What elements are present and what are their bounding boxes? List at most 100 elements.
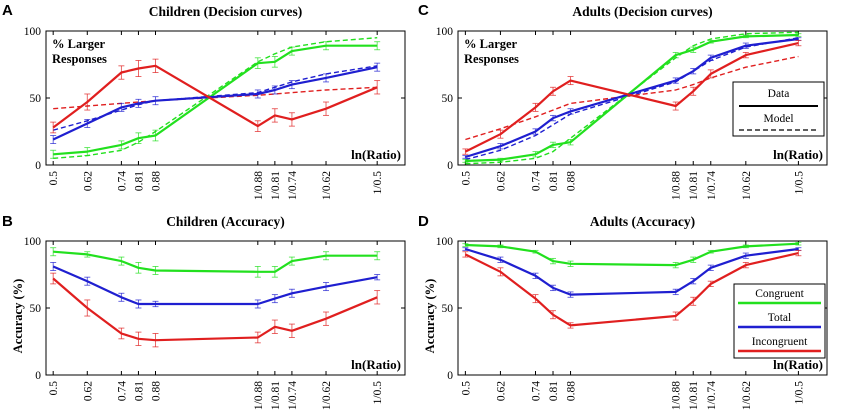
x-axis-label: ln(Ratio) bbox=[773, 357, 823, 372]
x-tick-label: 1/0.81 bbox=[270, 171, 282, 200]
y-axis-label-line: Responses bbox=[464, 52, 519, 66]
x-tick-label: 1/0.88 bbox=[671, 381, 683, 410]
panel-letter: C bbox=[418, 2, 429, 19]
y-axis-label: Accuracy (%) bbox=[11, 279, 25, 354]
y-axis-label-line: Responses bbox=[52, 52, 107, 66]
x-tick-label: 1/0.88 bbox=[253, 381, 265, 410]
legend-label-data: Data bbox=[768, 88, 790, 100]
data-line-incongruent bbox=[464, 42, 799, 153]
x-tick-label: 0.74 bbox=[530, 381, 542, 401]
x-tick-label: 0.88 bbox=[566, 171, 578, 191]
panel-a: A Children (Decision curves) 0 50 100 0.5 0.62… bbox=[2, 2, 406, 200]
panel-title: Adults (Decision curves) bbox=[572, 4, 712, 19]
x-tick-label: 0.5 bbox=[48, 381, 60, 396]
series-incongruent bbox=[50, 272, 381, 348]
data-line-total bbox=[52, 66, 378, 141]
series-incongruent bbox=[50, 58, 381, 134]
x-tick-label: 1/0.81 bbox=[688, 381, 700, 410]
legend: Data Model bbox=[732, 81, 825, 137]
x-tick-label: 0.88 bbox=[150, 381, 162, 401]
x-tick-label: 1/0.5 bbox=[372, 381, 384, 405]
x-tick-label: 1/0.74 bbox=[287, 381, 299, 410]
data-line-congruent bbox=[465, 242, 799, 267]
data-line-incongruent bbox=[464, 252, 799, 327]
x-tick-label: 0.74 bbox=[116, 381, 128, 401]
x-tick-label: 1/0.62 bbox=[741, 381, 753, 410]
x-tick-label: 1/0.5 bbox=[372, 171, 384, 195]
x-tick-label: 0.5 bbox=[460, 381, 472, 396]
y-tick-label: 0 bbox=[447, 370, 453, 382]
panel-letter: B bbox=[2, 213, 13, 230]
x-tick-label: 0.5 bbox=[460, 171, 472, 186]
x-tick-label: 1/0.5 bbox=[793, 381, 805, 405]
legend-label-model: Model bbox=[763, 113, 793, 125]
legend-box bbox=[732, 81, 825, 137]
y-tick-label: 0 bbox=[447, 160, 453, 172]
panel-title: Adults (Accuracy) bbox=[590, 214, 695, 229]
y-tick-label: 50 bbox=[30, 93, 42, 105]
x-tick-label: 1/0.62 bbox=[321, 381, 333, 410]
legend-label-total: Total bbox=[768, 312, 791, 324]
x-tick-label: 0.81 bbox=[133, 171, 145, 191]
x-tick-label: 1/0.62 bbox=[741, 171, 753, 200]
y-tick-label: 100 bbox=[436, 26, 454, 38]
y-tick-label: 100 bbox=[24, 236, 42, 248]
x-axis-label: ln(Ratio) bbox=[351, 147, 401, 162]
panel-title: Children (Decision curves) bbox=[149, 4, 303, 19]
legend: Congruent Total Incongruent bbox=[733, 283, 826, 359]
series-total bbox=[462, 37, 802, 159]
data-line-incongruent bbox=[52, 277, 378, 342]
series-total bbox=[462, 247, 802, 298]
data-line-congruent bbox=[53, 250, 378, 273]
y-tick-label: 0 bbox=[35, 160, 41, 172]
series-total bbox=[50, 261, 381, 309]
series-congruent bbox=[462, 33, 802, 163]
x-tick-label: 1/0.74 bbox=[706, 381, 718, 410]
x-axis-label: ln(Ratio) bbox=[351, 357, 401, 372]
data-line-congruent bbox=[53, 44, 378, 156]
x-tick-label: 0.88 bbox=[150, 171, 162, 191]
panel-b: B Children (Accuracy) 0 50 100 0.5 0.62 0.74 0.8… bbox=[2, 213, 406, 410]
x-tick-label: 0.81 bbox=[548, 171, 560, 191]
x-tick-label: 0.62 bbox=[82, 381, 94, 401]
x-tick-label: 0.5 bbox=[48, 171, 60, 186]
series-incongruent bbox=[462, 39, 802, 155]
x-tick-label: 1/0.81 bbox=[270, 381, 282, 410]
y-axis-label-line: % Larger bbox=[52, 37, 106, 51]
x-tick-label: 0.81 bbox=[133, 381, 145, 401]
x-tick-label: 0.74 bbox=[530, 171, 542, 191]
data-line-incongruent bbox=[52, 64, 378, 129]
panel-title: Children (Accuracy) bbox=[166, 214, 285, 229]
x-tick-label: 1/0.74 bbox=[287, 171, 299, 200]
y-axis-label: Accuracy (%) bbox=[423, 279, 437, 354]
y-tick-label: 50 bbox=[442, 93, 454, 105]
y-tick-label: 100 bbox=[436, 236, 454, 248]
x-tick-label: 1/0.81 bbox=[688, 171, 700, 200]
data-line-total bbox=[465, 37, 799, 159]
series-congruent bbox=[50, 41, 381, 159]
panel-letter: A bbox=[2, 2, 13, 19]
x-tick-label: 1/0.88 bbox=[253, 171, 265, 200]
y-tick-label: 50 bbox=[30, 303, 42, 315]
panel-d: D Adults (Accuracy) 0 50 100 0.5 0.62 0.74 0.81 0… bbox=[418, 213, 828, 410]
x-tick-label: 0.62 bbox=[82, 171, 94, 191]
x-tick-label: 0.62 bbox=[495, 381, 507, 401]
x-tick-label: 1/0.5 bbox=[793, 171, 805, 195]
x-tick-label: 0.74 bbox=[116, 171, 128, 191]
x-tick-label: 0.81 bbox=[548, 381, 560, 401]
y-tick-label: 100 bbox=[24, 26, 42, 38]
panel-letter: D bbox=[418, 213, 429, 230]
series-total bbox=[50, 62, 381, 145]
series-congruent bbox=[462, 241, 802, 269]
data-line-total bbox=[52, 265, 378, 306]
series-congruent bbox=[50, 247, 381, 278]
y-tick-label: 50 bbox=[442, 303, 454, 315]
x-tick-label: 0.62 bbox=[495, 171, 507, 191]
panel-c: C Adults (Decision curves) 0 50 100 0.5 0.62 0.… bbox=[418, 2, 828, 200]
legend-label-incongruent: Incongruent bbox=[752, 336, 808, 348]
x-axis-label: ln(Ratio) bbox=[773, 147, 823, 162]
x-tick-label: 0.88 bbox=[566, 381, 578, 401]
x-tick-label: 1/0.74 bbox=[706, 171, 718, 200]
data-line-total bbox=[465, 247, 799, 296]
